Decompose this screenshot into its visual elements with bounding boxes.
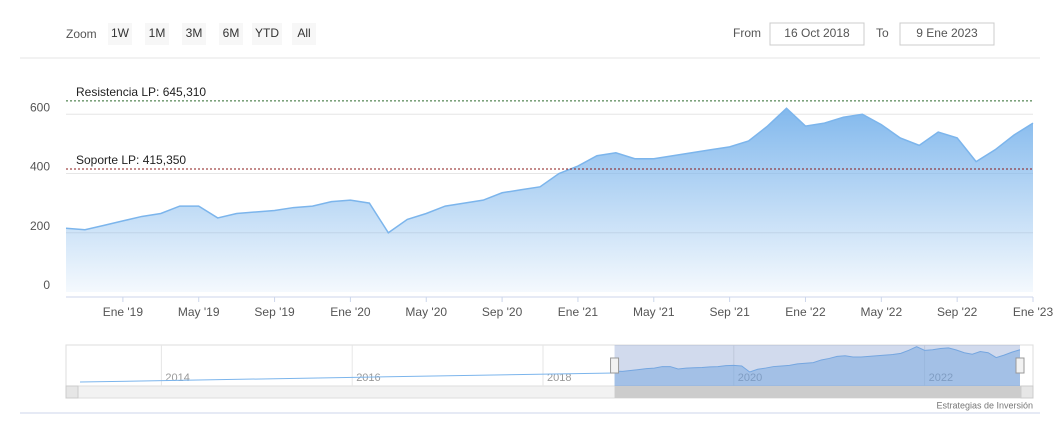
x-tick-label: Sep '21 xyxy=(709,305,750,319)
x-tick-label: Ene '22 xyxy=(785,305,826,319)
zoom-button[interactable] xyxy=(108,23,132,45)
y-tick-label: 0 xyxy=(43,278,50,292)
zoom-button[interactable] xyxy=(182,23,206,45)
y-tick-label: 400 xyxy=(30,160,50,174)
to-value[interactable]: 9 Ene 2023 xyxy=(916,26,978,40)
x-tick-label: May '20 xyxy=(405,305,447,319)
navigator-area xyxy=(614,346,1020,386)
line xyxy=(65,107,1034,234)
x-tick-label: Sep '22 xyxy=(937,305,978,319)
x-tick-label: Ene '21 xyxy=(558,305,599,319)
y-tick-label: 200 xyxy=(30,219,50,233)
from-input[interactable] xyxy=(769,22,865,46)
scrollbar-thumb[interactable] xyxy=(614,386,1021,398)
x-tick-label: Ene '20 xyxy=(330,305,371,319)
zoom-button-label[interactable]: 1M xyxy=(149,26,166,40)
zoom-button[interactable] xyxy=(219,23,243,45)
zoom-button[interactable] xyxy=(252,23,282,45)
credit: Estrategias de Inversión xyxy=(936,400,1033,410)
x-tick-label: May '19 xyxy=(178,305,220,319)
zoom-button-label[interactable]: 6M xyxy=(223,26,240,40)
area xyxy=(66,108,1033,292)
navigator-tick-label: 2016 xyxy=(356,372,380,384)
x-tick-label: May '22 xyxy=(860,305,902,319)
from-value[interactable]: 16 Oct 2018 xyxy=(784,26,850,40)
navigator-tick-label: 2018 xyxy=(547,372,571,384)
scroll-left[interactable] xyxy=(65,385,79,399)
from-label: From xyxy=(733,26,761,40)
navigator-history xyxy=(79,372,615,383)
x-tick-label: Ene '23 xyxy=(1013,305,1054,319)
navigator-line xyxy=(614,346,1021,373)
x-tick-label: Ene '19 xyxy=(103,305,144,319)
x-tick-label: Sep '20 xyxy=(482,305,523,319)
zoom-button[interactable] xyxy=(145,23,169,45)
to-label: To xyxy=(876,26,889,40)
navigator-mask[interactable] xyxy=(614,345,1020,386)
zoom-button-label[interactable]: 1W xyxy=(111,26,130,40)
x-tick-label: May '21 xyxy=(633,305,675,319)
zoom-button-label[interactable]: 3M xyxy=(186,26,203,40)
zoom-button-label[interactable]: YTD xyxy=(255,26,279,40)
to-input[interactable] xyxy=(899,22,995,46)
x-tick-label: Sep '19 xyxy=(254,305,295,319)
scroll-right[interactable] xyxy=(1020,385,1034,399)
plot-line-label: Resistencia LP: 645,310 xyxy=(76,85,206,99)
zoom-button[interactable] xyxy=(292,23,316,45)
navigator-handle[interactable] xyxy=(1015,357,1025,374)
navigator-handle[interactable] xyxy=(610,357,620,374)
navigator-tick-label: 2014 xyxy=(165,372,189,384)
zoom-button-label[interactable]: All xyxy=(297,26,310,40)
plot-line-label: Soporte LP: 415,350 xyxy=(76,153,186,167)
zoom-label: Zoom xyxy=(66,27,97,41)
y-tick-label: 600 xyxy=(30,100,50,114)
